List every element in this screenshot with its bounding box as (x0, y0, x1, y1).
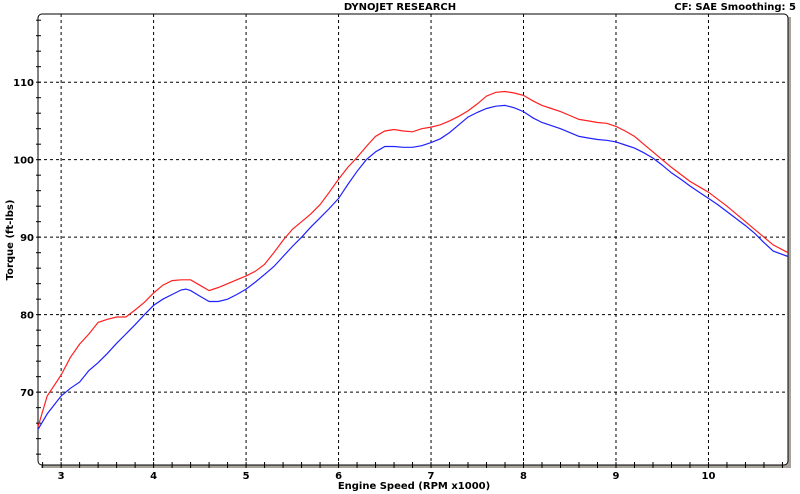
x-tick-label: 6 (335, 471, 342, 482)
x-tick-label: 8 (520, 471, 527, 482)
chart-title: DYNOJET RESEARCH (343, 2, 457, 13)
x-axis-label: Engine Speed (RPM x1000) (338, 481, 490, 492)
torque-line-1 (37, 90, 789, 428)
settings-readout: CF: SAE Smoothing: 5 (674, 2, 796, 13)
y-axis-label: Torque (ft-lbs) (5, 200, 16, 281)
x-tick-label: 4 (150, 471, 157, 482)
x-tick-label: 7 (428, 471, 435, 482)
x-tick-label: 3 (58, 471, 65, 482)
x-tick-label: 5 (243, 471, 250, 482)
x-tick-label: 9 (613, 471, 620, 482)
x-tick-label: 10 (702, 471, 716, 482)
plot-area (37, 13, 789, 466)
y-tick-label: 90 (20, 233, 34, 244)
y-tick-label: 100 (13, 156, 34, 167)
y-tick-label: 70 (20, 388, 34, 399)
torque-line-2 (37, 104, 789, 430)
y-tick-label: 110 (13, 78, 34, 89)
y-tick-label: 80 (20, 311, 34, 322)
